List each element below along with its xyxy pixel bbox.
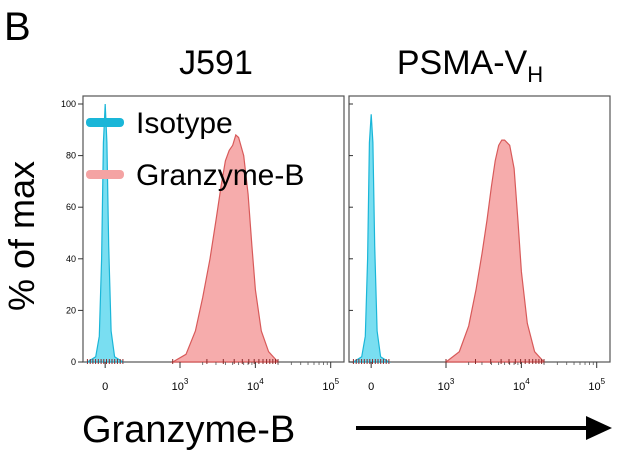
panel-title-psma-main: PSMA-V [397, 44, 528, 82]
histogram-area-granzyme-b [170, 133, 280, 363]
panel-title-psma-sub: H [527, 62, 543, 87]
legend: Isotype Granzyme-B [86, 107, 304, 192]
x-tick-label: 104 [513, 377, 530, 393]
histogram-area-isotype [351, 114, 391, 363]
legend-swatch-isotype [86, 118, 124, 127]
x-tick-label: 104 [247, 377, 264, 393]
x-tick-label: 103 [172, 377, 189, 393]
panel-label: B [4, 5, 31, 49]
histogram-panel-psma-vh: 0 103 104 105 [348, 95, 611, 393]
x-tick-label: 0 [368, 381, 374, 393]
legend-label-granzyme-b: Granzyme-B [136, 159, 304, 192]
panel-title-j591: J591 [179, 44, 253, 82]
x-tick-label: 105 [322, 377, 339, 393]
histogram-area-isotype [85, 103, 125, 363]
panel-title-psma: PSMA-VH [397, 44, 543, 87]
legend-swatch-granzyme-b [86, 170, 124, 179]
histogram-panel-j591: 0 103 104 105 0 20 40 60 80 100 [61, 95, 345, 393]
histogram-area-granzyme-b [444, 139, 546, 363]
y-axis-label: % of max [1, 161, 42, 311]
y-tick-label: 100 [61, 99, 76, 109]
y-tick-label: 60 [66, 202, 76, 212]
y-tick-label: 0 [71, 357, 76, 367]
y-tick-label: 20 [66, 305, 76, 315]
x-tick-label: 105 [588, 377, 605, 393]
x-axis-label: Granzyme-B [82, 409, 295, 451]
x-tick-label: 103 [438, 377, 455, 393]
legend-label-isotype: Isotype [136, 107, 233, 140]
y-tick-label: 40 [66, 254, 76, 264]
x-axis-arrow [356, 416, 612, 440]
x-tick-label: 0 [102, 381, 108, 393]
event-rug [352, 359, 545, 364]
y-tick-label: 80 [66, 151, 76, 161]
event-rug [86, 359, 279, 364]
